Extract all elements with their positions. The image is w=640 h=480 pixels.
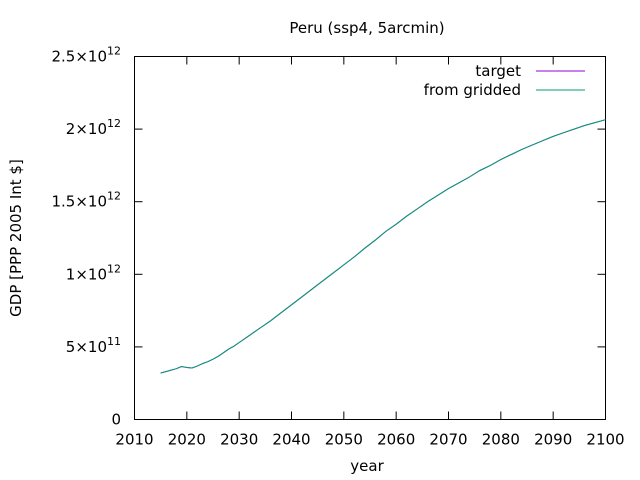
x-tick-label: 2070 xyxy=(429,431,467,449)
y-tick-mantissa: 2×10 xyxy=(66,120,107,138)
legend-label: target xyxy=(475,62,521,80)
y-tick-exponent: 11 xyxy=(107,335,121,348)
x-tick-label: 2080 xyxy=(482,431,520,449)
y-tick-label: 2.5×1012 xyxy=(51,45,121,66)
x-tick-label: 2090 xyxy=(534,431,572,449)
y-tick-exponent: 12 xyxy=(107,117,121,130)
x-tick-label: 2050 xyxy=(325,431,363,449)
legend-label: from gridded xyxy=(424,81,521,99)
y-axis-label: GDP [PPP 2005 Int $] xyxy=(7,159,25,317)
y-tick-label: 1×1012 xyxy=(66,262,121,283)
series-line-target xyxy=(160,119,606,374)
y-tick-label: 2×1012 xyxy=(66,117,121,138)
x-tick-label: 2010 xyxy=(115,431,153,449)
y-tick-mantissa: 1.5×10 xyxy=(51,193,107,211)
x-tick-label: 2030 xyxy=(220,431,258,449)
y-tick-label: 5×1011 xyxy=(66,335,121,356)
chart-title: Peru (ssp4, 5arcmin) xyxy=(289,19,444,37)
y-tick-label: 1.5×1012 xyxy=(51,190,121,211)
x-axis-label: year xyxy=(350,457,384,475)
plot-frame xyxy=(134,56,606,420)
y-tick-mantissa: 0 xyxy=(111,411,121,429)
series-lines xyxy=(160,119,606,374)
x-axis-ticks: 2010 2020 2030 2040 2050 2060 2070 2080 2090 2100 xyxy=(115,56,625,449)
y-tick-mantissa: 2.5×10 xyxy=(51,48,107,66)
y-tick-label: 0 xyxy=(111,411,121,429)
series-line-from-gridded xyxy=(160,119,606,374)
y-tick-mantissa: 1×10 xyxy=(66,265,107,283)
y-tick-exponent: 12 xyxy=(107,262,121,275)
x-tick-label: 2020 xyxy=(168,431,206,449)
y-tick-mantissa: 5×10 xyxy=(66,338,107,356)
y-tick-exponent: 12 xyxy=(107,190,121,203)
y-tick-exponent: 12 xyxy=(107,45,121,58)
x-tick-label: 2060 xyxy=(377,431,415,449)
x-tick-label: 2100 xyxy=(586,431,624,449)
x-tick-label: 2040 xyxy=(272,431,310,449)
